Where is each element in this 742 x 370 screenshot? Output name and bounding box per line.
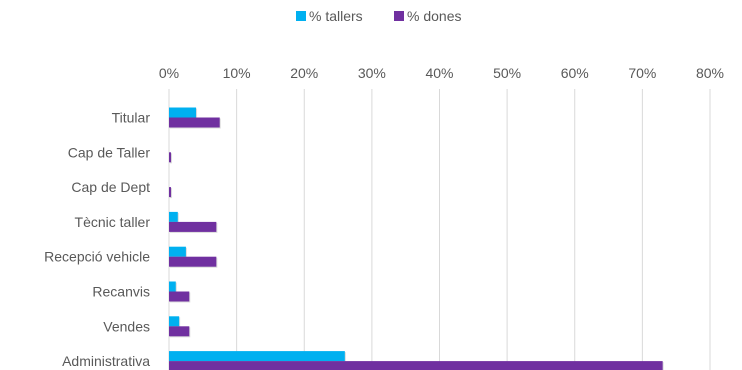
x-tick-label: 70% <box>628 65 656 81</box>
category-label: Recanvis <box>92 284 150 300</box>
bar-dones <box>169 361 663 370</box>
bar-dones <box>169 187 172 198</box>
bar-dones <box>169 256 217 267</box>
legend-label: % tallers <box>309 8 363 24</box>
bar-tallers <box>169 211 178 222</box>
bar-dones <box>169 117 220 128</box>
x-axis-ticks: 0% 10% 20% 30% 40% 50% 60% 70% 80% <box>159 65 724 81</box>
bar-tallers <box>169 351 345 362</box>
category-labels: Titular Cap de Taller Cap de Dept Tècnic ta… <box>44 110 150 370</box>
category-label: Administrativa <box>62 353 150 369</box>
x-tick-label: 80% <box>696 65 724 81</box>
x-tick-label: 40% <box>425 65 453 81</box>
bar-tallers <box>169 281 176 292</box>
bar-dones <box>169 291 190 302</box>
x-tick-label: 20% <box>290 65 318 81</box>
bar-dones <box>169 221 217 232</box>
category-label: Cap de Taller <box>68 144 151 160</box>
bar-tallers <box>169 316 180 327</box>
category-label: Vendes <box>103 318 150 334</box>
legend-label: % dones <box>407 8 461 24</box>
category-label: Tècnic taller <box>75 214 151 230</box>
category-label: Titular <box>112 110 151 126</box>
x-tick-label: 0% <box>159 65 179 81</box>
bar-dones <box>169 326 190 337</box>
category-label: Cap de Dept <box>71 179 150 195</box>
legend: % tallers % dones <box>296 8 461 24</box>
bar-dones <box>169 152 172 163</box>
x-tick-label: 60% <box>561 65 589 81</box>
bar-tallers <box>169 246 186 257</box>
x-tick-label: 30% <box>358 65 386 81</box>
x-tick-label: 10% <box>223 65 251 81</box>
x-tick-label: 50% <box>493 65 521 81</box>
legend-swatch <box>394 11 404 21</box>
gridlines <box>168 89 711 370</box>
bars <box>169 107 664 370</box>
legend-swatch <box>296 11 306 21</box>
category-label: Recepció vehicle <box>44 249 150 265</box>
bar-tallers <box>169 107 197 118</box>
